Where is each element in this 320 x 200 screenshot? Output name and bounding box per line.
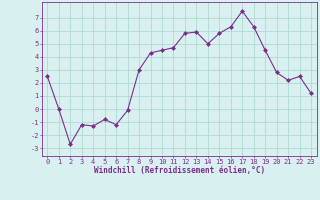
X-axis label: Windchill (Refroidissement éolien,°C): Windchill (Refroidissement éolien,°C) bbox=[94, 166, 265, 175]
